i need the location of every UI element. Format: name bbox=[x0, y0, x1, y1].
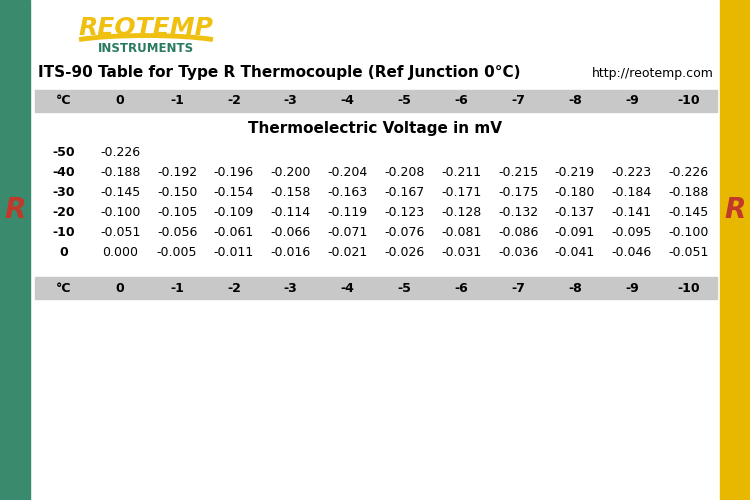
Text: -0.175: -0.175 bbox=[498, 186, 538, 200]
Text: -0.215: -0.215 bbox=[498, 166, 538, 179]
Text: -0.081: -0.081 bbox=[441, 226, 482, 239]
Text: -6: -6 bbox=[454, 94, 468, 108]
Text: -0.086: -0.086 bbox=[498, 226, 538, 239]
Text: -0.145: -0.145 bbox=[100, 186, 140, 200]
Text: -0.011: -0.011 bbox=[214, 246, 254, 260]
Text: -0.046: -0.046 bbox=[612, 246, 652, 260]
Bar bbox=[0, 0, 30, 500]
Text: °C: °C bbox=[56, 94, 71, 108]
Text: -0.137: -0.137 bbox=[555, 206, 595, 220]
Text: -20: -20 bbox=[52, 206, 75, 220]
Text: R: R bbox=[724, 196, 746, 224]
Text: -0.132: -0.132 bbox=[498, 206, 538, 220]
Text: -10: -10 bbox=[52, 226, 75, 239]
Text: -0.021: -0.021 bbox=[328, 246, 368, 260]
Text: -30: -30 bbox=[53, 186, 75, 200]
Text: -0.188: -0.188 bbox=[100, 166, 140, 179]
Text: -50: -50 bbox=[52, 146, 75, 160]
Text: -0.180: -0.180 bbox=[555, 186, 595, 200]
Text: -1: -1 bbox=[170, 282, 184, 294]
Text: -0.154: -0.154 bbox=[214, 186, 254, 200]
Text: -0.005: -0.005 bbox=[157, 246, 197, 260]
Text: -0.056: -0.056 bbox=[157, 226, 197, 239]
Text: -0.204: -0.204 bbox=[328, 166, 368, 179]
Text: °C: °C bbox=[56, 282, 71, 294]
Text: 0.000: 0.000 bbox=[102, 246, 138, 260]
Text: -0.051: -0.051 bbox=[100, 226, 140, 239]
Text: -4: -4 bbox=[340, 94, 355, 108]
Text: -0.100: -0.100 bbox=[668, 226, 709, 239]
Text: -10: -10 bbox=[677, 282, 700, 294]
Text: -0.076: -0.076 bbox=[384, 226, 424, 239]
Text: -0.223: -0.223 bbox=[612, 166, 652, 179]
Text: -2: -2 bbox=[227, 282, 241, 294]
Text: -0.167: -0.167 bbox=[384, 186, 424, 200]
Text: -3: -3 bbox=[284, 94, 298, 108]
Text: -9: -9 bbox=[625, 282, 638, 294]
Text: -7: -7 bbox=[512, 94, 525, 108]
Text: -0.211: -0.211 bbox=[441, 166, 482, 179]
Text: -5: -5 bbox=[398, 94, 411, 108]
Bar bbox=[35, 90, 717, 112]
Text: -0.016: -0.016 bbox=[271, 246, 310, 260]
Text: -7: -7 bbox=[512, 282, 525, 294]
Text: -0.192: -0.192 bbox=[157, 166, 197, 179]
Text: -0.100: -0.100 bbox=[100, 206, 140, 220]
Text: 0: 0 bbox=[59, 246, 68, 260]
Text: -0.109: -0.109 bbox=[214, 206, 254, 220]
Text: -0.061: -0.061 bbox=[214, 226, 254, 239]
Text: -0.031: -0.031 bbox=[441, 246, 482, 260]
Text: -0.105: -0.105 bbox=[157, 206, 197, 220]
Text: -0.091: -0.091 bbox=[555, 226, 595, 239]
Text: -0.041: -0.041 bbox=[555, 246, 595, 260]
Text: -0.158: -0.158 bbox=[271, 186, 311, 200]
Text: -0.188: -0.188 bbox=[668, 186, 709, 200]
Text: -0.119: -0.119 bbox=[328, 206, 368, 220]
Text: 0: 0 bbox=[116, 282, 124, 294]
Text: -9: -9 bbox=[625, 94, 638, 108]
Bar bbox=[35, 277, 717, 299]
Text: -10: -10 bbox=[677, 94, 700, 108]
Text: -0.184: -0.184 bbox=[612, 186, 652, 200]
Text: -0.114: -0.114 bbox=[271, 206, 310, 220]
Text: -0.226: -0.226 bbox=[668, 166, 709, 179]
Text: -5: -5 bbox=[398, 282, 411, 294]
Text: -0.036: -0.036 bbox=[498, 246, 538, 260]
Text: -6: -6 bbox=[454, 282, 468, 294]
Text: -0.066: -0.066 bbox=[271, 226, 310, 239]
Text: R: R bbox=[4, 196, 26, 224]
Text: -0.150: -0.150 bbox=[157, 186, 197, 200]
Text: -0.208: -0.208 bbox=[384, 166, 424, 179]
Text: -0.200: -0.200 bbox=[271, 166, 311, 179]
Text: Thermoelectric Voltage in mV: Thermoelectric Voltage in mV bbox=[248, 120, 502, 136]
Text: -0.145: -0.145 bbox=[668, 206, 709, 220]
Text: -0.095: -0.095 bbox=[611, 226, 652, 239]
Text: INSTRUMENTS: INSTRUMENTS bbox=[98, 42, 194, 55]
Text: -3: -3 bbox=[284, 282, 298, 294]
Text: -0.128: -0.128 bbox=[441, 206, 482, 220]
Bar bbox=[720, 0, 750, 500]
Text: -8: -8 bbox=[568, 282, 582, 294]
Text: -8: -8 bbox=[568, 94, 582, 108]
Text: -0.071: -0.071 bbox=[328, 226, 368, 239]
Text: -0.171: -0.171 bbox=[441, 186, 482, 200]
Text: -0.051: -0.051 bbox=[668, 246, 709, 260]
Text: -1: -1 bbox=[170, 94, 184, 108]
Text: ITS-90 Table for Type R Thermocouple (Ref Junction 0°C): ITS-90 Table for Type R Thermocouple (Re… bbox=[38, 66, 520, 80]
Text: 0: 0 bbox=[116, 94, 124, 108]
Text: http://reotemp.com: http://reotemp.com bbox=[592, 66, 714, 80]
Text: -0.141: -0.141 bbox=[612, 206, 652, 220]
Text: -0.026: -0.026 bbox=[384, 246, 424, 260]
Text: -0.163: -0.163 bbox=[328, 186, 368, 200]
Text: REOTEMP: REOTEMP bbox=[79, 16, 214, 40]
Text: -0.196: -0.196 bbox=[214, 166, 254, 179]
Text: -0.226: -0.226 bbox=[100, 146, 140, 160]
Text: -40: -40 bbox=[52, 166, 75, 179]
Text: -4: -4 bbox=[340, 282, 355, 294]
Text: -0.123: -0.123 bbox=[384, 206, 424, 220]
Text: -0.219: -0.219 bbox=[555, 166, 595, 179]
Text: -2: -2 bbox=[227, 94, 241, 108]
